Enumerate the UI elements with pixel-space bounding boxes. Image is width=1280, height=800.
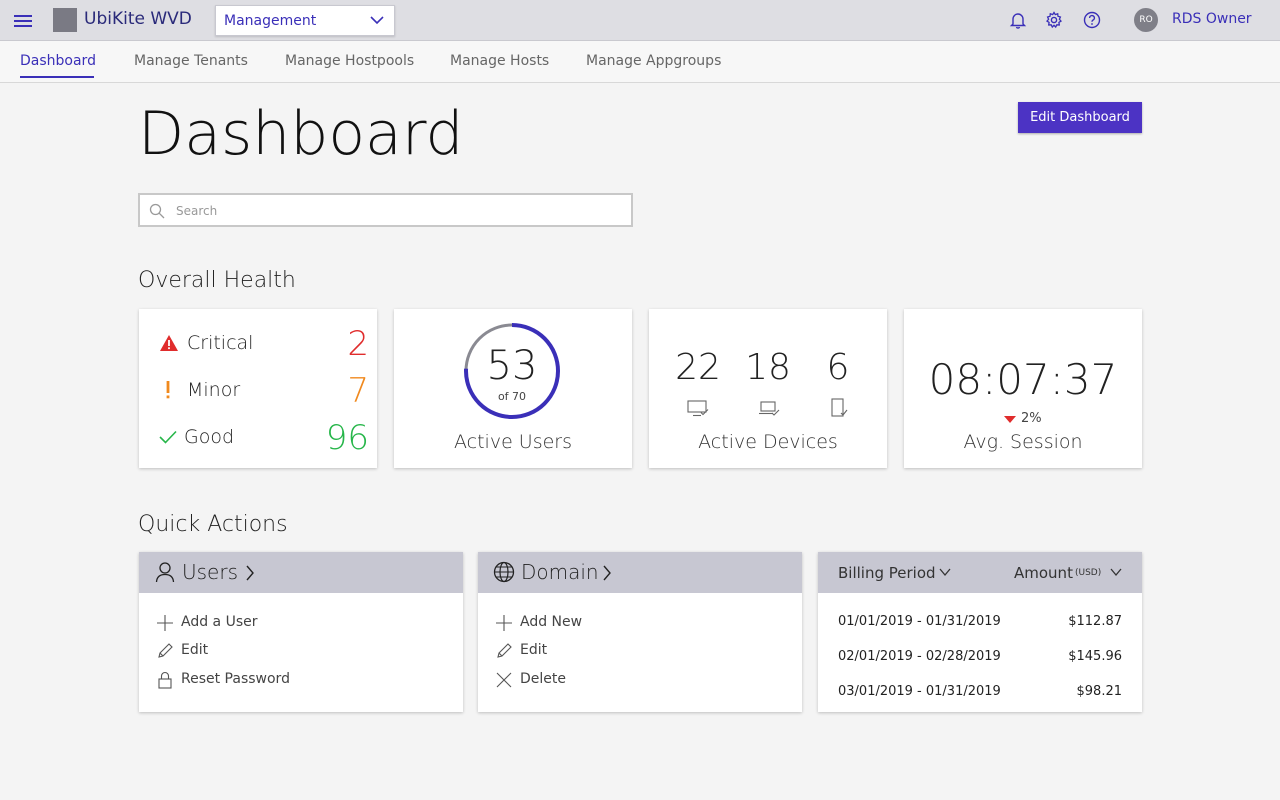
user-icon xyxy=(155,562,175,583)
tab-manage-hosts[interactable]: Manage Hosts xyxy=(450,53,550,69)
laptop-count: 18 xyxy=(745,347,791,388)
gear-icon[interactable] xyxy=(1045,11,1063,29)
help-icon[interactable] xyxy=(1083,11,1101,29)
chevron-down-icon xyxy=(1110,568,1122,577)
search-input[interactable] xyxy=(174,201,618,221)
exclamation-icon xyxy=(166,381,170,399)
billing-card: Billing Period Amount (USD) 01/01/2019 -… xyxy=(818,552,1142,712)
avg-session-value: 08:07:37 xyxy=(928,355,1118,404)
add-user-label: Add a User xyxy=(181,614,258,630)
minor-label: Minor xyxy=(187,379,241,401)
active-devices-label: Active Devices xyxy=(698,431,838,453)
health-summary-card: Critical 2 Minor 7 Good 96 xyxy=(139,309,377,468)
avg-session-label: Avg. Session xyxy=(963,431,1083,453)
warning-triangle-icon xyxy=(160,335,178,351)
brand-name: UbiKite WVD xyxy=(84,9,192,29)
users-quick-action-card: Users Add a User Edit Reset Password xyxy=(139,552,463,712)
tablet-count: 6 xyxy=(826,347,850,388)
active-devices-card: 22 18 6 Active Devices xyxy=(649,309,887,468)
good-label: Good xyxy=(184,426,235,448)
decrease-arrow-icon xyxy=(1004,416,1016,423)
top-bar: UbiKite WVD Management RO RDS Owner xyxy=(0,0,1280,41)
overall-health-heading: Overall Health xyxy=(138,268,296,293)
tab-manage-tenants[interactable]: Manage Tenants xyxy=(134,53,248,69)
table-row: 03/01/2019 - 01/31/2019 $98.21 xyxy=(838,684,1142,699)
globe-icon xyxy=(493,561,515,583)
avg-session-delta: 2% xyxy=(1021,411,1042,426)
active-users-total: of 70 xyxy=(497,390,527,403)
plus-icon xyxy=(496,615,512,631)
edit-user-label: Edit xyxy=(181,642,209,658)
billing-amount-cell: $145.96 xyxy=(1068,649,1122,664)
chevron-down-icon xyxy=(370,16,384,25)
mode-select-value: Management xyxy=(224,13,317,29)
checkmark-icon xyxy=(159,430,177,444)
amount-sort[interactable]: Amount xyxy=(1014,564,1073,582)
reset-password-label: Reset Password xyxy=(181,671,290,687)
billing-amount-cell: $112.87 xyxy=(1068,614,1122,629)
mode-select[interactable]: Management xyxy=(215,5,395,36)
search-icon xyxy=(149,203,165,219)
desktop-icon xyxy=(687,400,709,417)
lock-icon xyxy=(158,671,172,689)
users-card-title: Users xyxy=(182,560,239,584)
avg-session-card: 08:07:37 2% Avg. Session xyxy=(904,309,1142,468)
chevron-down-icon xyxy=(939,568,951,577)
avatar[interactable]: RO xyxy=(1134,8,1158,32)
active-users-label: Active Users xyxy=(453,431,573,453)
active-tab-indicator xyxy=(20,76,94,78)
domain-quick-action-card: Domain Add New Edit Delete xyxy=(478,552,802,712)
add-domain-label: Add New xyxy=(520,614,583,630)
active-users-count: 53 xyxy=(486,343,538,389)
billing-period-cell: 02/01/2019 - 02/28/2019 xyxy=(838,649,1001,664)
edit-domain-label: Edit xyxy=(520,642,548,658)
table-row: 01/01/2019 - 01/31/2019 $112.87 xyxy=(838,614,1142,629)
hamburger-menu-icon[interactable] xyxy=(14,12,32,28)
tab-manage-appgroups[interactable]: Manage Appgroups xyxy=(586,53,722,69)
pencil-icon xyxy=(497,643,512,658)
billing-period-sort[interactable]: Billing Period xyxy=(838,564,936,582)
good-count: 96 xyxy=(325,418,369,458)
user-name[interactable]: RDS Owner xyxy=(1172,11,1252,27)
desktop-count: 22 xyxy=(675,347,721,388)
health-row-minor: Minor 7 xyxy=(159,371,369,411)
tab-manage-hostpools[interactable]: Manage Hostpools xyxy=(285,53,415,69)
main-nav: Dashboard Manage Tenants Manage Hostpool… xyxy=(0,41,1280,83)
laptop-icon xyxy=(759,401,780,416)
pencil-icon xyxy=(158,643,173,658)
billing-amount-cell: $98.21 xyxy=(1076,684,1123,699)
active-users-card: 53 of 70 Active Users xyxy=(394,309,632,468)
critical-label: Critical xyxy=(187,332,254,354)
billing-card-header: Billing Period Amount (USD) xyxy=(818,552,1142,593)
close-icon xyxy=(496,672,512,688)
brand-logo xyxy=(53,8,77,32)
domain-card-title: Domain xyxy=(521,560,599,584)
domain-card-header[interactable]: Domain xyxy=(478,552,802,593)
chevron-right-icon xyxy=(246,565,254,581)
active-users-ring xyxy=(464,323,560,419)
table-row: 02/01/2019 - 02/28/2019 $145.96 xyxy=(838,649,1142,664)
billing-period-cell: 01/01/2019 - 01/31/2019 xyxy=(838,614,1001,629)
tab-dashboard[interactable]: Dashboard xyxy=(20,53,96,69)
users-card-header[interactable]: Users xyxy=(139,552,463,593)
critical-count: 2 xyxy=(347,324,369,364)
page-title: Dashboard xyxy=(138,99,464,169)
currency-label: (USD) xyxy=(1075,568,1102,578)
chevron-right-icon xyxy=(603,565,611,581)
plus-icon xyxy=(157,615,173,631)
minor-count: 7 xyxy=(347,371,369,411)
tablet-icon xyxy=(831,398,848,417)
edit-dashboard-button[interactable]: Edit Dashboard xyxy=(1018,102,1142,133)
delete-domain-label: Delete xyxy=(520,671,566,687)
quick-actions-heading: Quick Actions xyxy=(138,512,288,537)
bell-icon[interactable] xyxy=(1009,11,1027,29)
health-row-critical: Critical 2 xyxy=(159,324,369,364)
search-box xyxy=(138,193,633,227)
health-row-good: Good 96 xyxy=(159,418,369,458)
billing-period-cell: 03/01/2019 - 01/31/2019 xyxy=(838,684,1001,699)
